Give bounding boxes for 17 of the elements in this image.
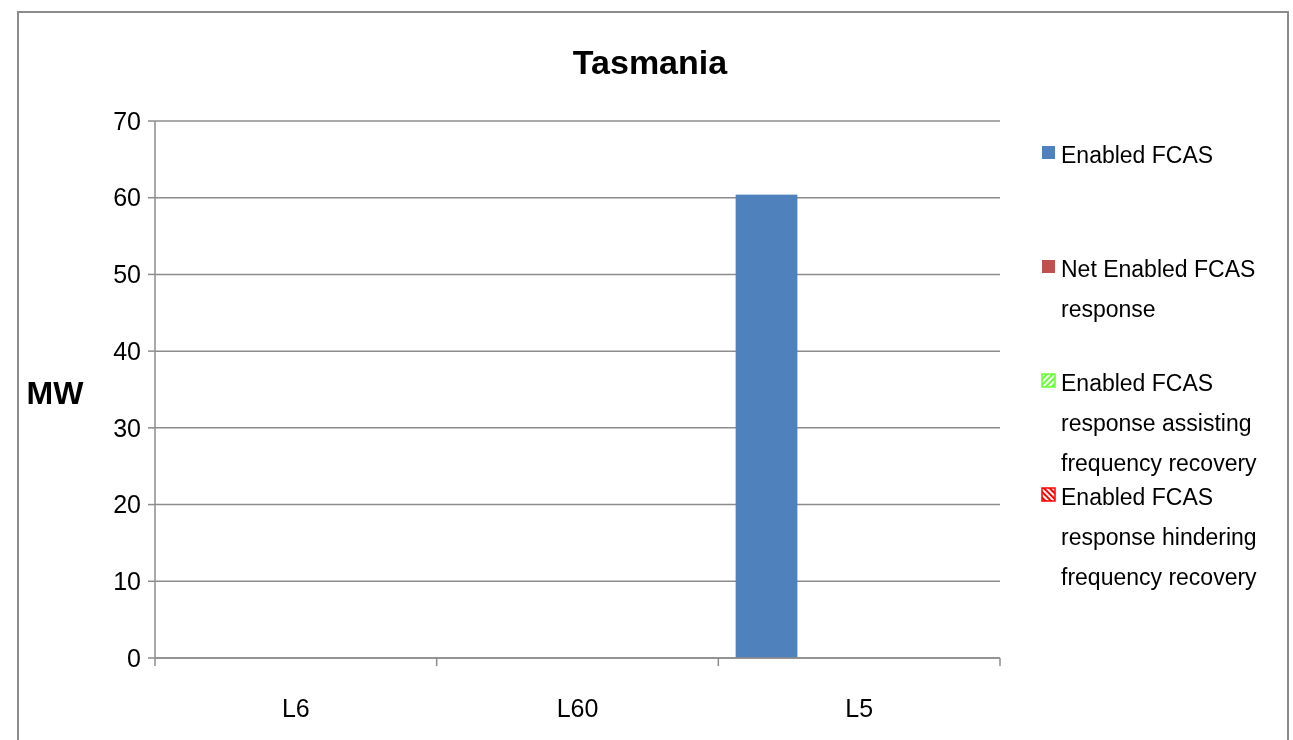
legend-label: Enabled FCAS response assisting frequency recovery xyxy=(1061,370,1258,477)
chart-title: Tasmania xyxy=(572,43,729,81)
legend-label: Enabled FCAS xyxy=(1061,142,1214,169)
x-tick-label: L6 xyxy=(281,694,310,722)
x-tick-label: L5 xyxy=(845,694,874,722)
x-tick-label: L60 xyxy=(556,694,599,722)
y-tick-label: 0 xyxy=(127,643,141,672)
y-tick-label: 70 xyxy=(113,106,141,135)
y-tick-label: 60 xyxy=(113,183,141,212)
y-axis-title: MW xyxy=(26,375,85,411)
y-tick-label: 30 xyxy=(113,413,141,442)
y-tick-label: 40 xyxy=(113,336,141,365)
y-tick-label: 50 xyxy=(113,260,141,289)
legend-label: Enabled FCAS response hindering frequency recovery xyxy=(1061,484,1258,591)
y-tick-label: 10 xyxy=(113,567,141,596)
y-tick-label: 20 xyxy=(113,490,141,519)
legend-label: Net Enabled FCAS response xyxy=(1061,256,1256,323)
